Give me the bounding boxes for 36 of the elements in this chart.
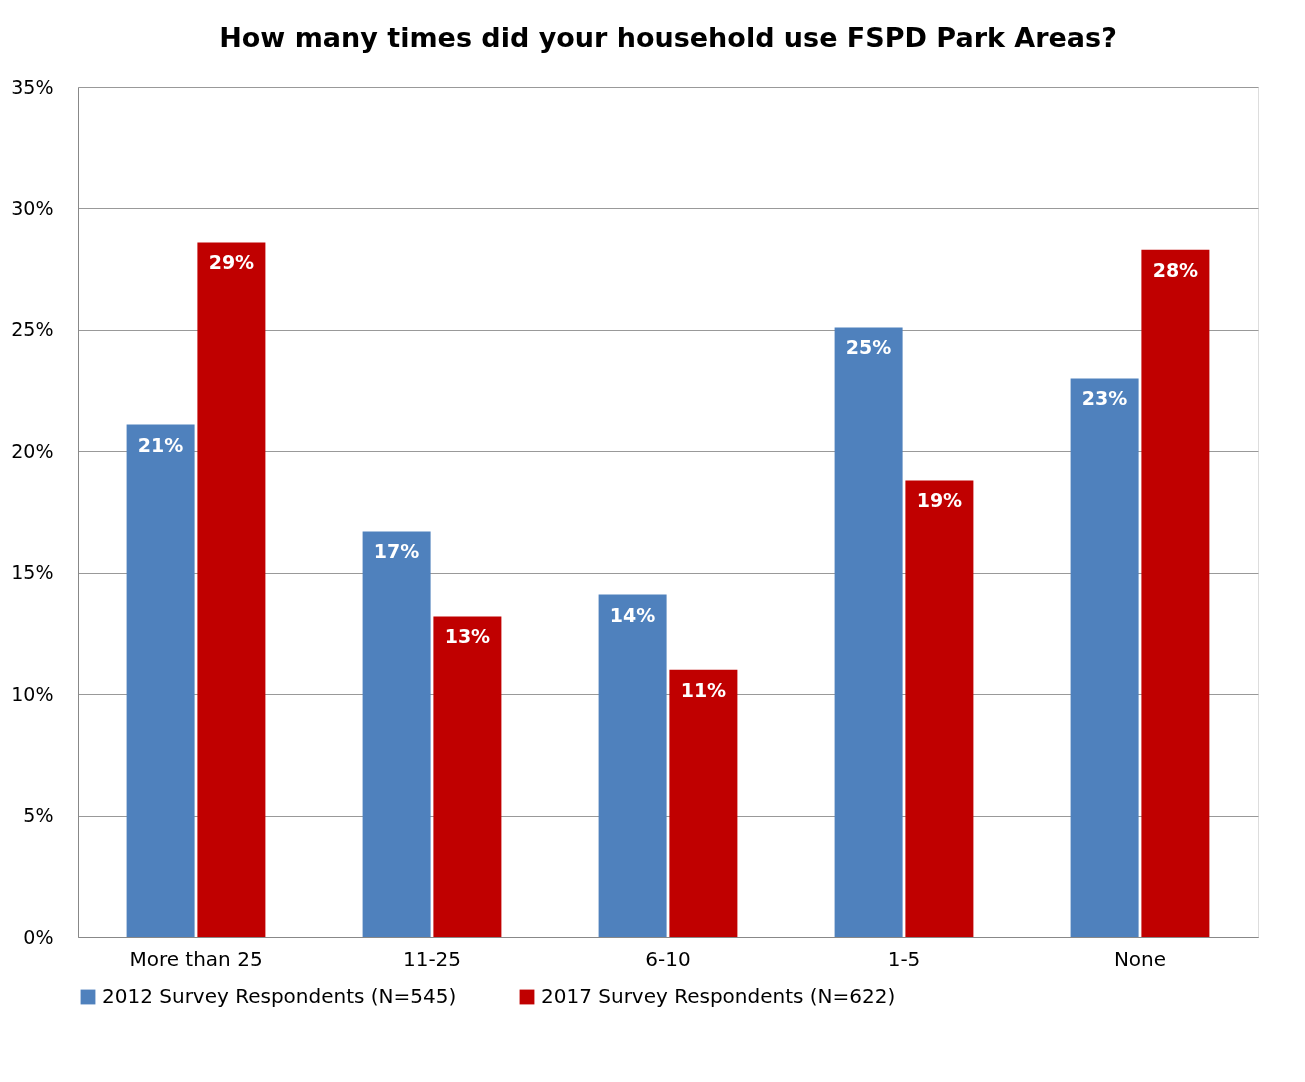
- data-label: 28%: [1152, 258, 1199, 281]
- bar: [1070, 378, 1139, 937]
- bar: [834, 327, 903, 937]
- bar: [598, 594, 667, 937]
- data-label: 14%: [609, 603, 656, 626]
- bar: [669, 669, 738, 937]
- bar: [1141, 249, 1210, 937]
- bar: [905, 480, 974, 937]
- data-label: 25%: [845, 336, 892, 359]
- data-label: 17%: [373, 540, 420, 563]
- data-label: 19%: [916, 489, 963, 512]
- data-label: 23%: [1081, 387, 1128, 410]
- legend-label: 2012 Survey Respondents (N=545): [102, 984, 457, 1008]
- y-tick-label: 5%: [23, 804, 54, 827]
- chart-title: How many times did your household use FSPD Park Areas?: [219, 22, 1117, 53]
- bar: [126, 424, 195, 937]
- y-tick-label: 0%: [23, 925, 54, 948]
- x-tick-label: More than 25: [129, 946, 263, 971]
- bar: [433, 616, 502, 937]
- bar: [197, 242, 266, 937]
- data-label: 29%: [208, 251, 255, 274]
- y-tick-label: 25%: [11, 318, 54, 341]
- y-tick-label: 35%: [11, 75, 54, 98]
- x-tick-label: 1-5: [887, 946, 921, 971]
- legend-label: 2017 Survey Respondents (N=622): [541, 984, 896, 1008]
- x-tick-label: None: [1113, 946, 1167, 971]
- x-tick-label: 11-25: [402, 946, 462, 971]
- y-tick-label: 15%: [11, 561, 54, 584]
- y-tick-label: 10%: [11, 682, 54, 705]
- y-tick-label: 30%: [11, 196, 54, 219]
- data-label: 13%: [444, 625, 491, 648]
- y-tick-label: 20%: [11, 439, 54, 462]
- bar: [362, 531, 431, 937]
- data-label: 21%: [137, 433, 184, 456]
- x-tick-label: 6-10: [645, 946, 691, 971]
- data-label: 11%: [680, 678, 727, 701]
